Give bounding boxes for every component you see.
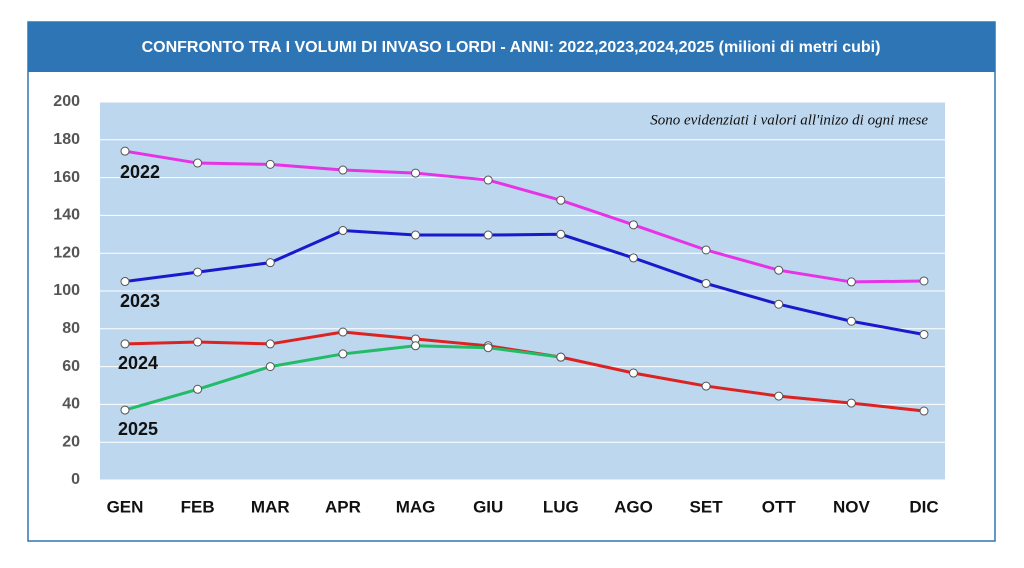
point-marker (774, 391, 784, 401)
annotation: Sono evidenziati i valori all'inizo di o… (650, 112, 928, 128)
point-marker (411, 168, 421, 178)
chart-title: CONFRONTO TRA I VOLUMI DI INVASO LORDI -… (142, 39, 881, 56)
point-marker (193, 384, 203, 394)
point-marker (701, 245, 711, 255)
y-tick-label: 200 (53, 93, 80, 110)
point-marker (265, 362, 275, 372)
point-marker (483, 343, 493, 353)
point-marker (701, 278, 711, 288)
point-marker (774, 299, 784, 309)
point-marker (411, 230, 421, 240)
series-label: 2022 (120, 162, 160, 182)
point-marker (919, 329, 929, 339)
y-tick-label: 80 (62, 320, 80, 337)
series-label: 2023 (120, 291, 160, 311)
point-marker (846, 277, 856, 287)
x-tick-label: MAG (396, 497, 436, 516)
point-marker (193, 158, 203, 168)
x-tick-label: OTT (762, 497, 797, 516)
point-marker (193, 267, 203, 277)
point-marker (919, 406, 929, 416)
point-marker (556, 352, 566, 362)
point-marker (120, 146, 130, 156)
series-line (124, 149, 925, 284)
x-tick-label: AGO (614, 497, 653, 516)
point-marker (265, 339, 275, 349)
point-marker (846, 316, 856, 326)
y-tick-label: 20 (62, 433, 80, 450)
point-marker (338, 327, 348, 337)
point-marker (120, 405, 130, 415)
x-tick-label: NOV (833, 497, 871, 516)
y-tick-label: 120 (53, 244, 80, 261)
point-marker (265, 159, 275, 169)
point-marker (628, 220, 638, 230)
point-marker (483, 230, 493, 240)
y-tick-label: 160 (53, 169, 80, 186)
series-line (124, 229, 925, 336)
y-tick-label: 0 (71, 471, 80, 488)
y-tick-label: 180 (53, 131, 80, 148)
x-tick-label: GEN (107, 497, 144, 516)
point-marker (556, 195, 566, 205)
point-marker (120, 339, 130, 349)
point-marker (338, 349, 348, 359)
title-bar (28, 22, 995, 72)
x-tick-label: APR (325, 497, 361, 516)
point-marker (120, 277, 130, 287)
y-tick-label: 140 (53, 207, 80, 224)
point-marker (483, 175, 493, 185)
point-marker (628, 253, 638, 263)
y-tick-label: 60 (62, 358, 80, 375)
point-marker (774, 265, 784, 275)
point-marker (411, 341, 421, 351)
point-marker (338, 165, 348, 175)
point-marker (556, 229, 566, 239)
point-marker (701, 381, 711, 391)
point-marker (846, 398, 856, 408)
x-tick-label: SET (690, 497, 724, 516)
point-marker (628, 368, 638, 378)
point-marker (919, 276, 929, 286)
point-marker (193, 337, 203, 347)
x-tick-label: MAR (251, 497, 290, 516)
point-marker (338, 226, 348, 236)
x-tick-label: LUG (543, 497, 579, 516)
point-marker (265, 258, 275, 268)
series-label: 2024 (118, 353, 158, 373)
x-tick-label: FEB (181, 497, 215, 516)
y-tick-label: 40 (62, 396, 80, 413)
x-tick-label: GIU (473, 497, 503, 516)
series-label: 2025 (118, 419, 158, 439)
y-tick-label: 100 (53, 282, 80, 299)
x-tick-label: DIC (909, 497, 938, 516)
